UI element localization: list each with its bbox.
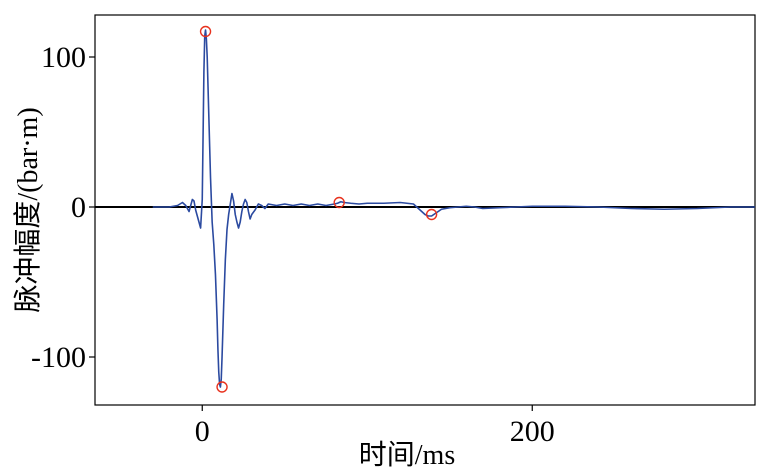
peak-markers — [199, 25, 438, 393]
y-tick-label: 0 — [71, 191, 86, 224]
axis-ticks: 0 200 100 0 -100 — [31, 41, 555, 448]
x-axis-title: 时间/ms — [359, 439, 455, 471]
series-line-pulse — [152, 29, 755, 388]
y-tick-label: 100 — [41, 41, 86, 74]
peak-marker — [216, 381, 228, 393]
peak-marker — [425, 208, 438, 221]
plot-frame — [94, 14, 756, 406]
peak-marker — [199, 25, 212, 38]
y-axis-title: 脉冲幅度/(bar·m) — [12, 107, 44, 312]
x-tick-label: 200 — [510, 415, 555, 448]
peak-marker — [333, 196, 345, 209]
y-tick-label: -100 — [31, 341, 86, 374]
x-tick-label: 0 — [195, 415, 210, 448]
